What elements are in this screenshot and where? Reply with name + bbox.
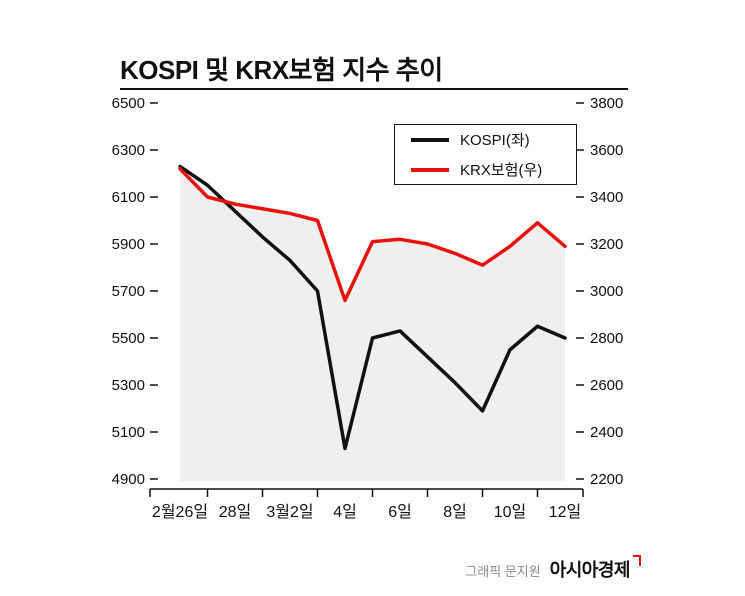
x-axis-label: 28일 [219,503,252,521]
right-axis-label: 3400 [590,189,623,206]
right-axis-label: 2800 [590,330,623,347]
kospi-line-swatch [411,137,449,142]
x-axis-label: 12일 [549,503,582,521]
right-axis-label: 2400 [590,424,623,441]
kospi-line [178,164,567,451]
right-axis-label: 3600 [590,142,623,159]
brand-name: 아시아경제 [550,555,641,582]
x-axis-label: 8일 [443,503,467,521]
left-axis-label: 5300 [112,377,145,394]
right-axis-label: 2600 [590,377,623,394]
x-axis-label: 4일 [333,503,357,521]
right-axis-label: 2200 [590,471,623,488]
left-axis-label: 6100 [112,189,145,206]
left-axis-label: 5900 [112,236,145,253]
chart-svg: 6500 6300 6100 5900 5700 5500 5300 5100 4900 3800… [112,95,624,521]
right-axis-label: 3200 [590,236,623,253]
left-axis-label: 4900 [112,471,145,488]
left-axis-label: 5100 [112,424,145,441]
credit: 그래픽 문지원 아시아경제 [465,555,641,582]
krx-line [178,167,567,303]
left-axis-label: 5700 [112,283,145,300]
title-rule [120,88,628,90]
krx-line-swatch [411,167,449,172]
x-axis-label: 10일 [494,503,527,521]
left-axis-label: 6300 [112,142,145,159]
chart-title: KOSPI 및 KRX보험 지수 추이 [120,55,443,85]
right-axis-label: 3800 [590,95,623,112]
right-axis-label: 3000 [590,283,623,300]
left-axis-label: 6500 [112,95,145,112]
legend-row-kospi: KOSPI(좌) [411,129,576,150]
asiae-logo-icon [633,555,641,566]
x-axis-label: 3월2일 [266,503,313,521]
legend-label-kospi: KOSPI(좌) [460,132,530,149]
legend-row-krx: KRX보험(우) [411,159,576,180]
x-axis-label: 2월26일 [152,503,208,521]
left-axis-label: 5500 [112,330,145,347]
legend-label-krx: KRX보험(우) [460,162,543,179]
credit-byline: 그래픽 문지원 [465,564,541,579]
x-axis-label: 6일 [388,503,412,521]
chart-legend: KOSPI(좌) KRX보험(우) [394,124,577,185]
